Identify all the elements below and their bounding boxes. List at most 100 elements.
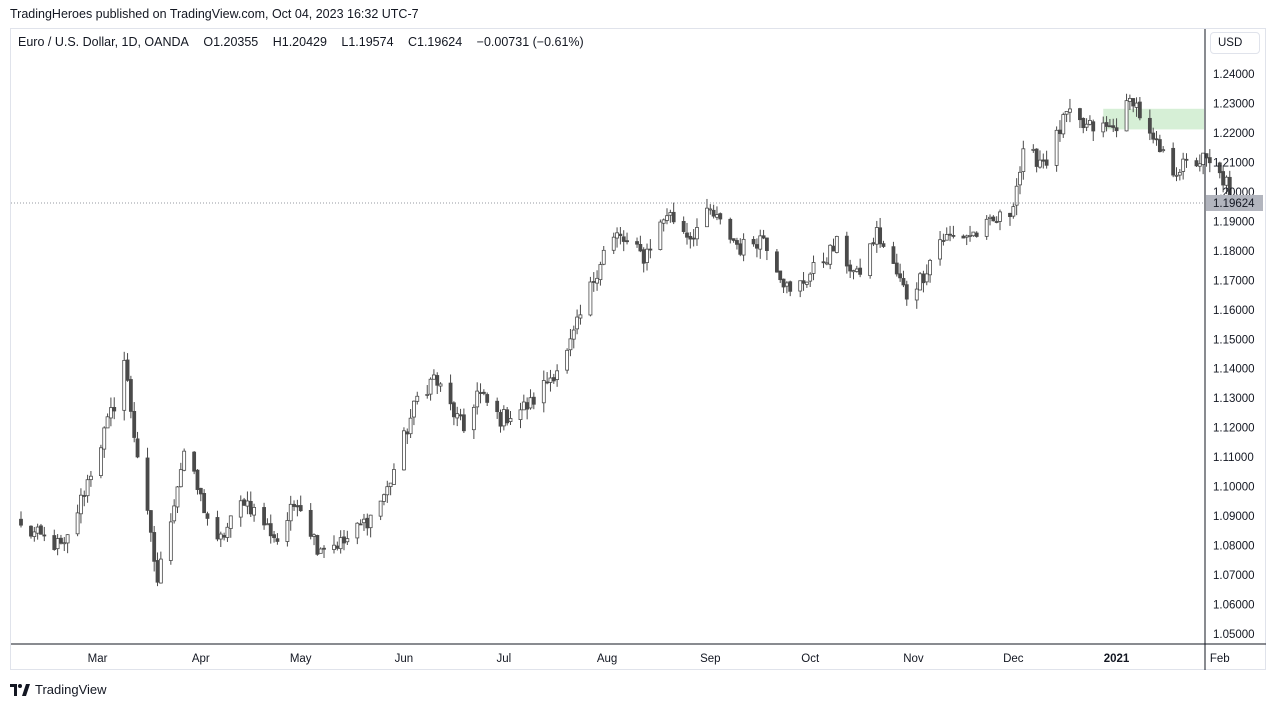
candle-body <box>878 227 883 245</box>
candle-body <box>335 545 340 549</box>
candle-body <box>808 273 813 282</box>
candle-body <box>924 273 929 283</box>
candle-body <box>881 243 886 247</box>
candle-body <box>471 406 476 431</box>
candle-body <box>645 248 649 263</box>
candles-layer <box>19 93 1232 587</box>
candle-body <box>52 535 57 550</box>
candle-body <box>621 236 626 242</box>
candle-body <box>1177 171 1182 176</box>
candle-body <box>928 259 932 276</box>
legend-high: H1.20429 <box>272 35 327 49</box>
candle-body <box>39 525 43 535</box>
candle-body <box>904 284 909 300</box>
chart-frame <box>10 28 1266 670</box>
candle-body <box>295 505 300 508</box>
candle-body <box>182 450 187 471</box>
candle-body <box>228 515 233 529</box>
candle-body <box>1134 102 1139 108</box>
candle-body <box>641 249 646 264</box>
candle-body <box>428 378 433 395</box>
candle-body <box>1054 129 1059 166</box>
candle-body <box>79 494 83 515</box>
candle-body <box>635 241 639 245</box>
candle-body <box>821 261 826 264</box>
y-tick-label: 1.18000 <box>1213 246 1255 258</box>
candle-body <box>218 533 223 540</box>
candle-body <box>1108 125 1112 128</box>
candle-body <box>405 431 410 435</box>
candle-body <box>541 380 546 404</box>
candle-body <box>1088 119 1092 125</box>
candle-body <box>315 535 320 555</box>
candle-body <box>658 221 663 250</box>
candle-body <box>272 534 276 539</box>
candle-body <box>848 264 853 272</box>
x-tick-label: Nov <box>903 653 924 665</box>
candle-body <box>565 349 570 371</box>
candle-body <box>128 379 133 412</box>
candle-body <box>598 264 603 281</box>
candle-body <box>531 396 536 405</box>
candle-body <box>1124 100 1129 132</box>
y-tick-label: 1.13000 <box>1213 393 1255 405</box>
candle-body <box>412 400 416 418</box>
candle-body <box>318 548 323 554</box>
candle-body <box>778 270 783 281</box>
candle-body <box>755 244 759 249</box>
candle-body <box>894 262 899 275</box>
legend-close: C1.19624 <box>407 35 463 49</box>
candle-body <box>252 507 256 516</box>
candle-body <box>1217 162 1222 174</box>
candle-body <box>618 233 623 237</box>
candle-body <box>971 231 976 237</box>
candle-body <box>1041 159 1046 162</box>
candle-body <box>844 235 849 267</box>
candle-body <box>518 409 523 420</box>
candle-body <box>548 377 553 383</box>
candle-body <box>1137 101 1142 119</box>
tradingview-brand[interactable]: TradingView <box>10 682 107 697</box>
y-axis-ticks: 1.240001.230001.220001.210001.200001.190… <box>1213 69 1255 641</box>
candle-body <box>688 235 693 240</box>
candle-body <box>461 414 466 432</box>
candle-body <box>1181 158 1186 172</box>
y-tick-label: 1.14000 <box>1213 364 1255 376</box>
candle-body <box>435 375 440 386</box>
candle-body <box>974 232 979 237</box>
x-tick-label: May <box>290 653 312 665</box>
legend-open: O1.20355 <box>203 35 259 49</box>
legend-change: −0.00731 (−0.61%) <box>476 35 584 49</box>
y-tick-label: 1.06000 <box>1213 600 1255 612</box>
candle-body <box>901 278 906 286</box>
y-tick-label: 1.09000 <box>1213 511 1255 523</box>
x-tick-label: Dec <box>1003 653 1024 665</box>
candle-body <box>1184 158 1189 161</box>
candle-body <box>132 410 137 438</box>
candle-body <box>1131 98 1136 107</box>
candle-body <box>551 377 556 382</box>
candle-body <box>75 512 80 535</box>
candle-body <box>1078 108 1082 121</box>
candle-body <box>438 383 443 387</box>
candle-body <box>941 240 946 242</box>
candle-body <box>135 438 140 458</box>
candle-body <box>495 400 500 413</box>
candle-body <box>288 503 293 522</box>
candle-body <box>82 495 87 497</box>
candle-body <box>392 469 396 485</box>
candle-body <box>455 413 460 419</box>
candle-body <box>172 505 177 522</box>
candle-body <box>691 237 696 240</box>
candle-body <box>528 397 533 409</box>
candle-body <box>1114 127 1119 132</box>
candle-body <box>89 475 93 481</box>
candle-body <box>854 268 859 272</box>
candle-body <box>828 244 833 265</box>
candle-body <box>804 281 809 285</box>
candle-body <box>198 487 203 495</box>
currency-button[interactable]: USD <box>1210 32 1260 54</box>
candle-body <box>1101 122 1106 133</box>
candle-body <box>611 236 616 251</box>
